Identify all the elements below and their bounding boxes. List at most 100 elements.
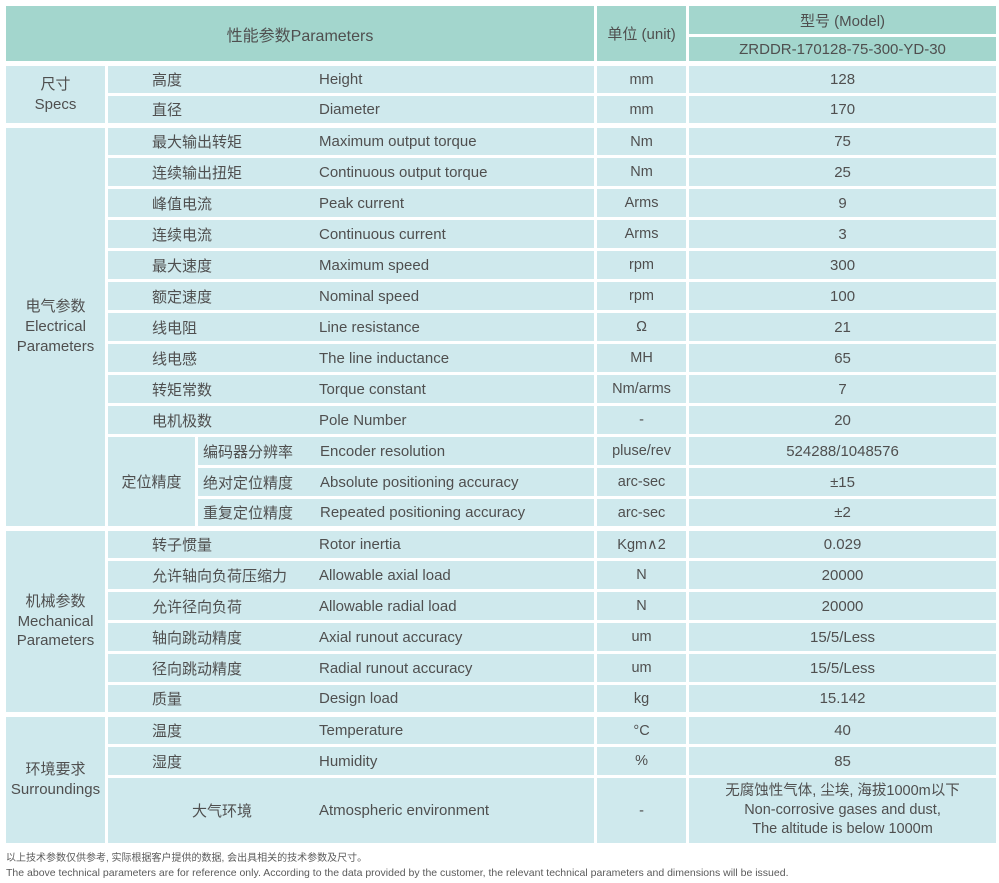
param-label-cell: 质量 Design load [104,682,598,716]
footer-note-zh: 以上技术参数仅供参考, 实际根据客户提供的数据, 会出具相关的技术参数及尺寸。 [6,853,368,864]
param-label-zh: 峰值电流 [152,195,213,213]
table-row: 线电感 The line inductance MH 65 [5,341,999,375]
param-label-en: Continuous output torque [319,163,488,181]
param-label-cell: 温度 Temperature [104,712,598,747]
param-value: 7 [686,372,999,406]
param-label-zh: 直径 [152,102,183,119]
param-unit: Kgm∧2 [594,526,690,561]
param-label-cell: 径向跳动精度 Radial runout accuracy [104,651,598,685]
param-value: 20 [686,403,999,437]
param-unit: um [594,651,690,685]
param-label-en: Torque constant [319,380,426,398]
param-unit: °C [594,712,690,747]
param-label-cell: 峰值电流 Peak current [104,186,598,220]
table-row: 连续电流 Continuous current Arms 3 [5,217,999,251]
header-model: 型号 (Model) [686,3,999,37]
param-label-zh: 允许径向负荷 [152,598,243,616]
category-label-zh: 机械参数 [25,592,86,610]
table-row: 额定速度 Nominal speed rpm 100 [5,279,999,313]
param-label-en: Height [319,71,363,88]
table-row: 定位精度 编码器分辨率 Encoder resolution pluse/rev… [5,434,999,530]
param-value: 20000 [686,589,999,623]
param-label-zh: 质量 [152,691,183,708]
param-value: 100 [686,279,999,313]
footer-note-en: The above technical parameters are for r… [6,867,789,879]
param-unit: mm [594,61,690,96]
param-unit: - [594,403,690,437]
param-label-en: Humidity [319,752,378,770]
param-label-en: Maximum output torque [319,133,477,150]
param-value: 300 [686,248,999,282]
param-unit: pluse/rev [594,434,690,468]
param-label-en: Atmospheric environment [319,802,490,819]
param-value: 25 [686,155,999,189]
param-unit: um [594,620,690,654]
param-unit: % [594,744,690,778]
param-label-en: The line inductance [319,349,450,367]
param-label-cell: 连续输出扭矩 Continuous output torque [104,155,598,189]
param-value: 0.029 [686,526,999,561]
param-label-cell: 最大速度 Maximum speed [104,248,598,282]
param-unit: Nm/arms [594,372,690,406]
header-row: 性能参数Parameters 单位 (unit) 型号 (Model) [2,3,999,65]
category-label-en: Electrical Parameters [16,318,95,355]
table-row: 连续输出扭矩 Continuous output torque Nm 25 [5,155,999,189]
param-label-cell: 额定速度 Nominal speed [104,279,598,313]
category-specs: 尺寸 Specs [3,61,108,127]
param-value: 15.142 [686,682,999,716]
param-unit: Nm [594,123,690,158]
category-label-zh: 环境要求 [25,761,86,779]
param-label-cell: 直径 Diameter [104,93,598,127]
param-label-cell: 大气环境 Atmospheric environment [104,775,598,846]
param-label-cell: 允许径向负荷 Allowable radial load [104,589,598,623]
header-model-row: ZRDDR-170128-75-300-YD-30 [5,34,999,65]
param-label-cell: 绝对定位精度 Absolute positioning accuracy [194,465,598,499]
table-row: 最大速度 Maximum speed rpm 300 [5,248,999,282]
param-value: ±2 [686,496,999,530]
param-value: 75 [686,123,999,158]
param-label-en: Axial runout accuracy [319,628,463,646]
header-parameters: 性能参数Parameters [2,3,598,65]
param-unit: N [594,589,690,623]
param-label-en: Nominal speed [319,287,420,305]
table-row: 峰值电流 Peak current Arms 9 [5,186,999,220]
param-label-zh: 连续输出扭矩 [152,164,243,182]
atmosphere-value-line: 无腐蚀性气体, 尘埃, 海拔1000m以下 [725,783,960,800]
param-value: 无腐蚀性气体, 尘埃, 海拔1000m以下 Non-corrosive gase… [686,775,999,846]
param-unit: mm [594,93,690,127]
param-label-zh: 线电阻 [152,319,198,337]
param-label-en: Allowable axial load [319,566,451,584]
param-label-cell: 线电阻 Line resistance [104,310,598,344]
table-row: 机械参数 Mechanical Parameters 转子惯量 Rotor in… [3,526,999,716]
param-label-en: Encoder resolution [320,442,446,460]
param-value: 128 [686,61,999,96]
param-unit: kg [594,682,690,716]
param-label-zh: 转矩常数 [152,381,213,399]
param-unit: rpm [594,279,690,313]
param-label-cell: 电机极数 Pole Number [104,403,598,437]
footer-notes: 以上技术参数仅供参考, 实际根据客户提供的数据, 会出具相关的技术参数及尺寸。 … [3,852,996,881]
header-unit: 单位 (unit) [594,3,690,65]
param-unit: MH [594,341,690,375]
param-label-en: Line resistance [319,318,420,336]
param-label-zh: 轴向跳动精度 [152,629,243,647]
param-unit: Arms [594,217,690,251]
param-label-cell: 转子惯量 Rotor inertia [104,526,598,561]
param-value: ±15 [686,465,999,499]
param-value: 21 [686,310,999,344]
param-label-cell: 最大输出转矩 Maximum output torque [104,123,598,158]
param-unit: Ω [594,310,690,344]
param-label-en: Design load [319,690,399,707]
param-unit: arc-sec [594,465,690,499]
param-value: 3 [686,217,999,251]
atmosphere-value-line: Non-corrosive gases and dust, [744,802,941,819]
param-label-cell: 高度 Height [104,61,598,96]
param-value: 15/5/Less [686,620,999,654]
param-label-en: Peak current [319,194,405,212]
param-label-en: Repeated positioning accuracy [320,504,526,521]
param-label-cell: 连续电流 Continuous current [104,217,598,251]
table-row: 允许径向负荷 Allowable radial load N 20000 [5,589,999,623]
param-label-zh: 最大速度 [152,257,213,275]
param-label-cell: 编码器分辨率 Encoder resolution [194,434,598,468]
param-label-zh: 温度 [152,723,183,740]
